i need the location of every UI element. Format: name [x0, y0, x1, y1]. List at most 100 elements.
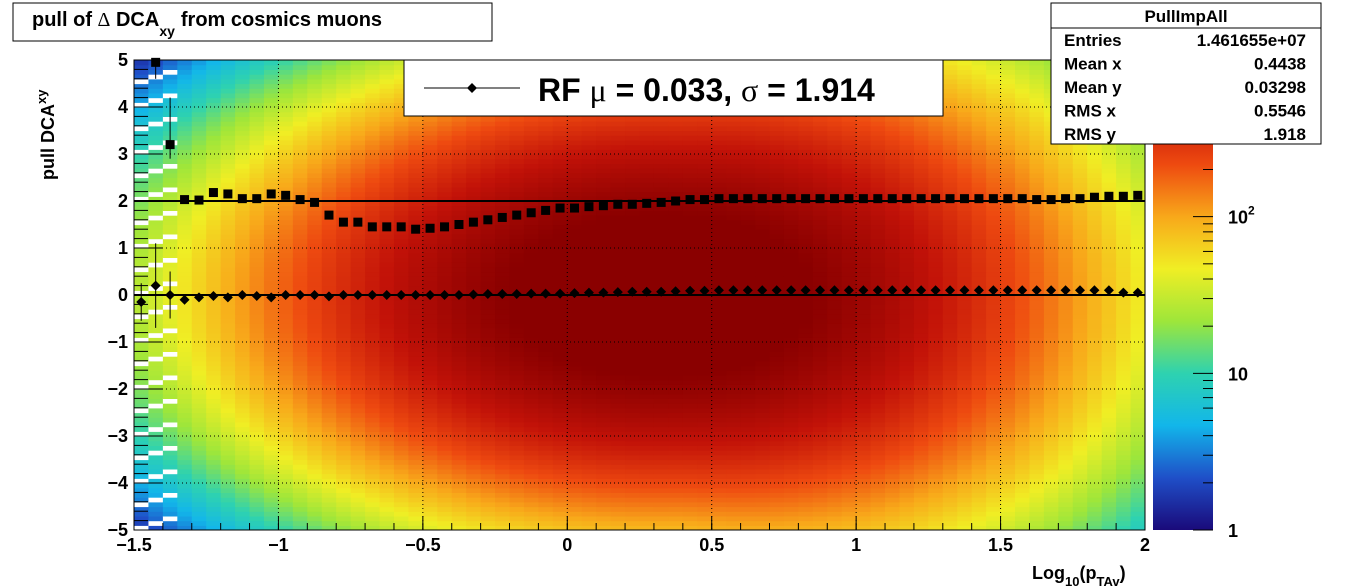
x-tick-label: −1.5: [116, 535, 152, 555]
data-point-diamond: [150, 280, 161, 291]
data-point-square: [887, 194, 897, 204]
x-tick-label: −0.5: [405, 535, 441, 555]
y-tick-label: −4: [107, 473, 128, 493]
y-tick-label: 2: [118, 191, 128, 211]
stats-value: 0.03298: [1245, 78, 1306, 97]
x-tick-label: −1: [268, 535, 289, 555]
y-tick-label: −2: [107, 379, 128, 399]
data-point-diamond: [656, 286, 667, 297]
data-point-diamond: [887, 285, 898, 296]
data-point-square: [1032, 195, 1042, 205]
data-point-square: [699, 195, 709, 205]
data-point-square: [902, 194, 912, 204]
data-point-square: [497, 212, 507, 222]
data-point-square: [411, 224, 421, 234]
title-delta: Δ: [98, 9, 111, 31]
data-point-diamond: [843, 285, 854, 296]
data-point-diamond: [757, 285, 768, 296]
data-point-diamond: [959, 285, 970, 296]
title-rest: from cosmics muons: [181, 9, 382, 31]
data-point-square: [165, 140, 175, 150]
data-point-square: [266, 189, 276, 199]
data-point-square: [454, 220, 464, 229]
data-point-diamond: [786, 285, 797, 296]
y-tick-label: 1: [118, 238, 128, 258]
data-point-square: [959, 194, 969, 204]
data-point-square: [1104, 191, 1114, 201]
data-point-diamond: [1060, 285, 1071, 296]
data-point-square: [584, 202, 594, 212]
data-point-square: [988, 194, 998, 204]
data-point-square: [338, 217, 348, 227]
legend-label: RF μ = 0.033, σ = 1.914: [538, 72, 875, 108]
xlabel-main: Log: [1032, 563, 1065, 583]
title-main: pull of: [32, 9, 98, 31]
data-point-diamond: [916, 285, 927, 296]
data-point-diamond: [1089, 285, 1100, 296]
data-point-diamond: [165, 290, 176, 300]
data-point-square: [815, 194, 825, 204]
data-point-diamond: [237, 290, 248, 300]
stats-label: Mean x: [1064, 55, 1122, 74]
data-point-square: [483, 215, 493, 225]
data-point-square: [281, 190, 291, 200]
data-point-diamond: [381, 290, 392, 300]
y-tick-label: 4: [118, 97, 128, 117]
data-point-square: [801, 194, 811, 204]
data-point-square: [295, 195, 305, 205]
data-point-diamond: [612, 287, 623, 298]
ylabel-subscript: xy: [34, 89, 49, 104]
x-tick-label: 0.5: [699, 535, 724, 555]
data-point-square: [743, 194, 753, 204]
y-tick-label: 5: [118, 50, 128, 70]
data-point-square: [757, 194, 767, 204]
data-point-square: [252, 194, 262, 204]
colorbar-tick-label: 102: [1228, 204, 1255, 228]
data-point-square: [324, 210, 334, 220]
stats-label: RMS x: [1064, 102, 1117, 121]
legend-prefix: RF: [538, 72, 590, 108]
data-point-square: [613, 199, 623, 209]
colorbar-tick-label: 1: [1228, 521, 1238, 541]
data-point-diamond: [323, 291, 334, 302]
data-point-diamond: [352, 290, 363, 300]
data-point-diamond: [251, 290, 262, 301]
data-point-square: [180, 195, 190, 205]
xlabel-mid: (p: [1079, 563, 1096, 583]
stats-rows: Entries 1.461655e+07 Mean x 0.4438 Mean y 0.0…: [1064, 31, 1306, 144]
data-point-square: [570, 203, 580, 213]
legend-mu: μ: [590, 72, 607, 108]
data-point-square: [208, 188, 218, 198]
y-axis: −5 −4 −3 −2 −1 0 1 2 3 4 5: [107, 50, 162, 540]
ylabel-main: pull DCA: [38, 104, 58, 180]
xlabel-sub2: TAv: [1096, 574, 1120, 588]
data-point-diamond: [396, 290, 407, 300]
data-point-square: [714, 194, 724, 204]
stats-label: RMS y: [1064, 125, 1117, 144]
data-point-diamond: [367, 290, 378, 300]
data-point-diamond: [338, 290, 349, 300]
data-point-diamond: [829, 285, 840, 296]
stats-label: Mean y: [1064, 78, 1122, 97]
stats-value: 0.4438: [1254, 55, 1306, 74]
data-point-diamond: [685, 285, 696, 296]
xlabel-end: ): [1120, 563, 1126, 583]
stats-box: PullImpAll Entries 1.461655e+07 Mean x 0.44…: [1050, 2, 1322, 145]
data-point-diamond: [511, 289, 522, 300]
data-point-diamond: [295, 290, 306, 300]
data-point-diamond: [988, 285, 999, 296]
colorbar-tick-label: 10: [1228, 364, 1248, 384]
data-point-diamond: [179, 294, 190, 305]
stats-title: PullImpAll: [1144, 7, 1227, 26]
stats-label: Entries: [1064, 31, 1122, 50]
chart-title: pull of Δ DCAxy from cosmics muons: [32, 9, 382, 39]
data-point-diamond: [266, 292, 277, 303]
data-point-diamond: [1103, 285, 1114, 296]
legend-sigma-text: = 1.914: [758, 72, 875, 108]
data-point-diamond: [1046, 285, 1057, 296]
data-point-diamond: [1031, 285, 1042, 296]
data-point-diamond: [309, 290, 320, 300]
y-tick-label: 0: [118, 285, 128, 305]
data-point-square: [353, 217, 363, 227]
data-point-diamond: [410, 290, 421, 300]
